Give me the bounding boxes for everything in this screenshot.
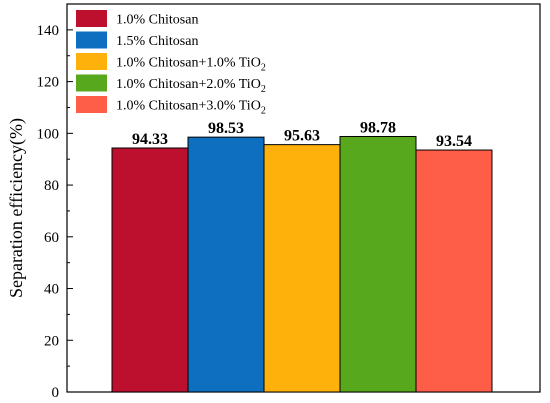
legend: 1.0% Chitosan 1.5% Chitosan 1.0% Chitosan+… [76,10,266,117]
bar-2 [187,136,265,393]
data-label-1: 94.33 [132,131,168,148]
y-tick-label: 100 [37,126,60,142]
y-tick-label: 140 [37,23,60,39]
legend-label-4: 1.0% Chitosan+2.0% TiO2 [116,77,266,95]
data-label-2: 98.53 [208,120,244,137]
bar-1 [111,147,189,393]
legend-swatch-1 [76,10,107,27]
y-tick-label: 40 [44,282,59,298]
data-label-3: 95.63 [284,128,320,145]
legend-label-1: 1.0% Chitosan [116,13,198,28]
legend-swatch-2 [76,31,107,49]
bar-3 [263,144,341,393]
legend-swatch-4 [76,74,107,92]
bar-4 [339,135,417,393]
y-tick-label: 20 [44,333,59,349]
data-label-4: 98.78 [360,119,396,136]
y-tick-label: 120 [37,75,60,91]
legend-swatch-3 [76,53,107,70]
legend-label-3: 1.0% Chitosan+1.0% TiO2 [116,56,266,74]
legend-label-2: 1.5% Chitosan [116,34,198,49]
data-labels: 94.33 98.53 95.63 98.78 93.54 [132,119,472,150]
legend-label-5: 1.0% Chitosan+3.0% TiO2 [116,99,266,117]
y-axis-label: Separation efficiency(%) [6,118,27,298]
bars [111,135,493,393]
y-tick-label: 0 [52,385,60,401]
y-tick-label: 80 [44,178,59,194]
bar-5 [415,149,493,393]
legend-swatch-5 [76,96,107,113]
data-label-5: 93.54 [436,133,472,150]
y-tick-label: 60 [44,230,59,246]
